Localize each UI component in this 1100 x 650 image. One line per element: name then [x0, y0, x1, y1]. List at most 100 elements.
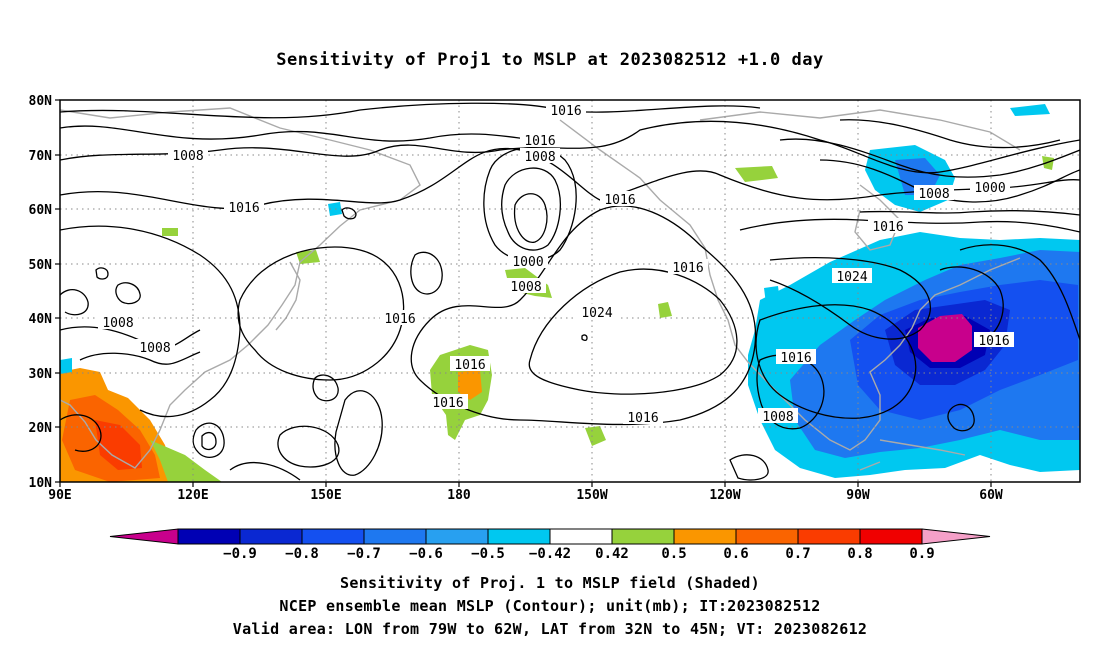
colorbar-tick-label: 0.5 [661, 546, 686, 562]
coastline-caribbean [859, 439, 966, 471]
contour-label: 1008 [524, 150, 555, 165]
negative-sensitivity-patch [60, 358, 72, 374]
contour-label: 1008 [510, 280, 541, 295]
positive-sensitivity-patch [585, 426, 606, 446]
positive-sensitivity-core [95, 420, 142, 470]
coastline-hudson [854, 184, 901, 251]
lat-label: 30N [29, 367, 53, 382]
colorbar-tick-label: −0.9 [223, 546, 257, 562]
isobar [947, 403, 975, 432]
isobar [192, 422, 225, 458]
isobar [739, 218, 1080, 233]
isobar [779, 138, 1080, 178]
coastline-japan [275, 261, 301, 331]
colorbar-tick-label: 0.9 [909, 546, 934, 562]
lat-label: 50N [29, 258, 53, 273]
colorbar-box [549, 528, 613, 545]
map-frame [59, 99, 1081, 483]
isobar [60, 102, 761, 119]
colorbar-tick-label: −0.5 [471, 546, 505, 562]
lon-label: 150E [310, 488, 341, 503]
contour-label: 1016 [627, 411, 658, 426]
isobar [513, 193, 548, 243]
contour-label: 1024 [581, 306, 612, 321]
lat-label: 40N [29, 312, 53, 327]
isobar [341, 207, 357, 220]
isobar [500, 167, 561, 251]
contour-label: 1016 [550, 104, 581, 119]
caption-shading: Sensitivity of Proj. 1 to MSLP field (Sh… [340, 574, 760, 592]
colorbar-box [797, 528, 861, 545]
colorbar-tick-label: −0.42 [529, 546, 571, 562]
positive-sensitivity-patch [1042, 156, 1054, 170]
negative-sensitivity-max [918, 314, 972, 362]
isobar [334, 390, 383, 476]
colorbar-tick-label: 0.6 [723, 546, 748, 562]
isobar [95, 267, 109, 280]
caption-contour: NCEP ensemble mean MSLP (Contour); unit(… [279, 597, 821, 615]
isobar [729, 454, 769, 481]
colorbar: −0.9 −0.8 −0.7 −0.6 −0.5 −0.42 0.42 0.5 0.6 0.7 0.… [109, 528, 991, 562]
colorbar-box [301, 528, 365, 545]
contour-label: 1008 [762, 410, 793, 425]
isobar [755, 304, 917, 419]
lat-label: 10N [29, 476, 53, 491]
colorbar-box [611, 528, 675, 545]
mslp-contours [60, 102, 1080, 481]
colorbar-box [673, 528, 737, 545]
contour-label: 1008 [139, 341, 170, 356]
contour-label: 1008 [172, 149, 203, 164]
lat-label: 70N [29, 149, 53, 164]
colorbar-box [363, 528, 427, 545]
latitude-labels: 80N 70N 60N 50N 40N 30N 20N 10N [29, 94, 53, 491]
isobar [60, 225, 241, 418]
colorbar-box [239, 528, 303, 545]
colorbar-tick-label: 0.42 [595, 546, 629, 562]
colorbar-tick-label: −0.8 [285, 546, 319, 562]
lat-label: 80N [29, 94, 53, 109]
isobar [528, 268, 738, 395]
contour-label: 1016 [524, 134, 555, 149]
lon-label: 120E [177, 488, 208, 503]
longitude-labels: 90E 120E 150E 180 150W 120W 90W 60W [48, 488, 1003, 503]
isobar [201, 431, 217, 451]
colorbar-lower-extension [109, 528, 179, 545]
contour-label: 1000 [974, 181, 1005, 196]
contour-label: 1016 [780, 351, 811, 366]
coastline-arctic [699, 109, 1021, 151]
isobar [60, 289, 89, 316]
lon-label: 120W [709, 488, 740, 503]
colorbar-box [735, 528, 799, 545]
negative-sensitivity-patch [764, 286, 780, 304]
isobar [959, 244, 1080, 341]
contour-label: 1016 [978, 334, 1009, 349]
lat-label: 20N [29, 421, 53, 436]
axis-ticks [55, 99, 992, 487]
isobar [79, 351, 201, 365]
colorbar-tick-label: 0.8 [847, 546, 872, 562]
isobar [819, 159, 1080, 203]
lat-label: 60N [29, 203, 53, 218]
isobar [859, 210, 1080, 216]
positive-sensitivity-edge [150, 440, 222, 482]
colorbar-tick-label: −0.7 [347, 546, 381, 562]
colorbar-upper-extension [921, 528, 991, 545]
isobar [277, 425, 340, 468]
contour-label: 1016 [228, 201, 259, 216]
contour-label: 1016 [432, 396, 463, 411]
isobar [60, 125, 541, 142]
contour-label: 1008 [102, 316, 133, 331]
coastline-asia [60, 107, 421, 469]
colorbar-box [177, 528, 241, 545]
contour-label: 1016 [384, 312, 415, 327]
lon-label: 90E [48, 488, 71, 503]
contour-label: 1024 [836, 270, 867, 285]
positive-sensitivity-patch [658, 302, 672, 318]
colorbar-tick-label: 0.7 [785, 546, 810, 562]
lon-label: 60W [979, 488, 1003, 503]
lon-label: 150W [576, 488, 607, 503]
contour-label: 1016 [454, 358, 485, 373]
lon-label: 180 [447, 488, 471, 503]
contour-label: 1008 [918, 187, 949, 202]
